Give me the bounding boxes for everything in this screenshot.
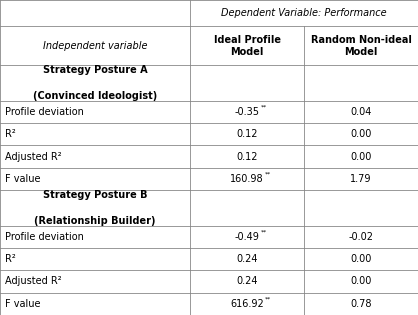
- Text: **: **: [265, 297, 271, 302]
- Text: Strategy Posture B

(Relationship Builder): Strategy Posture B (Relationship Builder…: [34, 190, 156, 226]
- Text: F value: F value: [5, 174, 41, 184]
- Text: F value: F value: [5, 299, 41, 309]
- Text: Adjusted R²: Adjusted R²: [5, 277, 61, 286]
- Text: -0.02: -0.02: [349, 232, 373, 242]
- Text: -0.49: -0.49: [234, 232, 260, 242]
- Text: 0.12: 0.12: [236, 129, 258, 139]
- Text: Ideal Profile
Model: Ideal Profile Model: [214, 35, 280, 57]
- Text: 0.78: 0.78: [350, 299, 372, 309]
- Text: **: **: [265, 172, 271, 177]
- Text: 0.00: 0.00: [350, 254, 372, 264]
- Text: Strategy Posture A

(Convinced Ideologist): Strategy Posture A (Convinced Ideologist…: [33, 65, 157, 101]
- Text: 0.12: 0.12: [236, 152, 258, 162]
- Text: Adjusted R²: Adjusted R²: [5, 152, 61, 162]
- Text: Independent variable: Independent variable: [43, 41, 147, 51]
- Text: 0.00: 0.00: [350, 277, 372, 286]
- Text: **: **: [261, 230, 267, 235]
- Text: 0.24: 0.24: [236, 254, 258, 264]
- Text: 616.92: 616.92: [230, 299, 264, 309]
- Text: R²: R²: [5, 254, 16, 264]
- Text: -0.35: -0.35: [234, 107, 260, 117]
- Text: R²: R²: [5, 129, 16, 139]
- Text: Dependent Variable: Performance: Dependent Variable: Performance: [221, 8, 387, 18]
- Text: Profile deviation: Profile deviation: [5, 107, 84, 117]
- Text: 0.04: 0.04: [350, 107, 372, 117]
- Text: Profile deviation: Profile deviation: [5, 232, 84, 242]
- Text: 0.00: 0.00: [350, 152, 372, 162]
- Text: Random Non-ideal
Model: Random Non-ideal Model: [311, 35, 411, 57]
- Text: 0.24: 0.24: [236, 277, 258, 286]
- Text: 1.79: 1.79: [350, 174, 372, 184]
- Text: **: **: [261, 105, 267, 110]
- Text: 0.00: 0.00: [350, 129, 372, 139]
- Text: 160.98: 160.98: [230, 174, 264, 184]
